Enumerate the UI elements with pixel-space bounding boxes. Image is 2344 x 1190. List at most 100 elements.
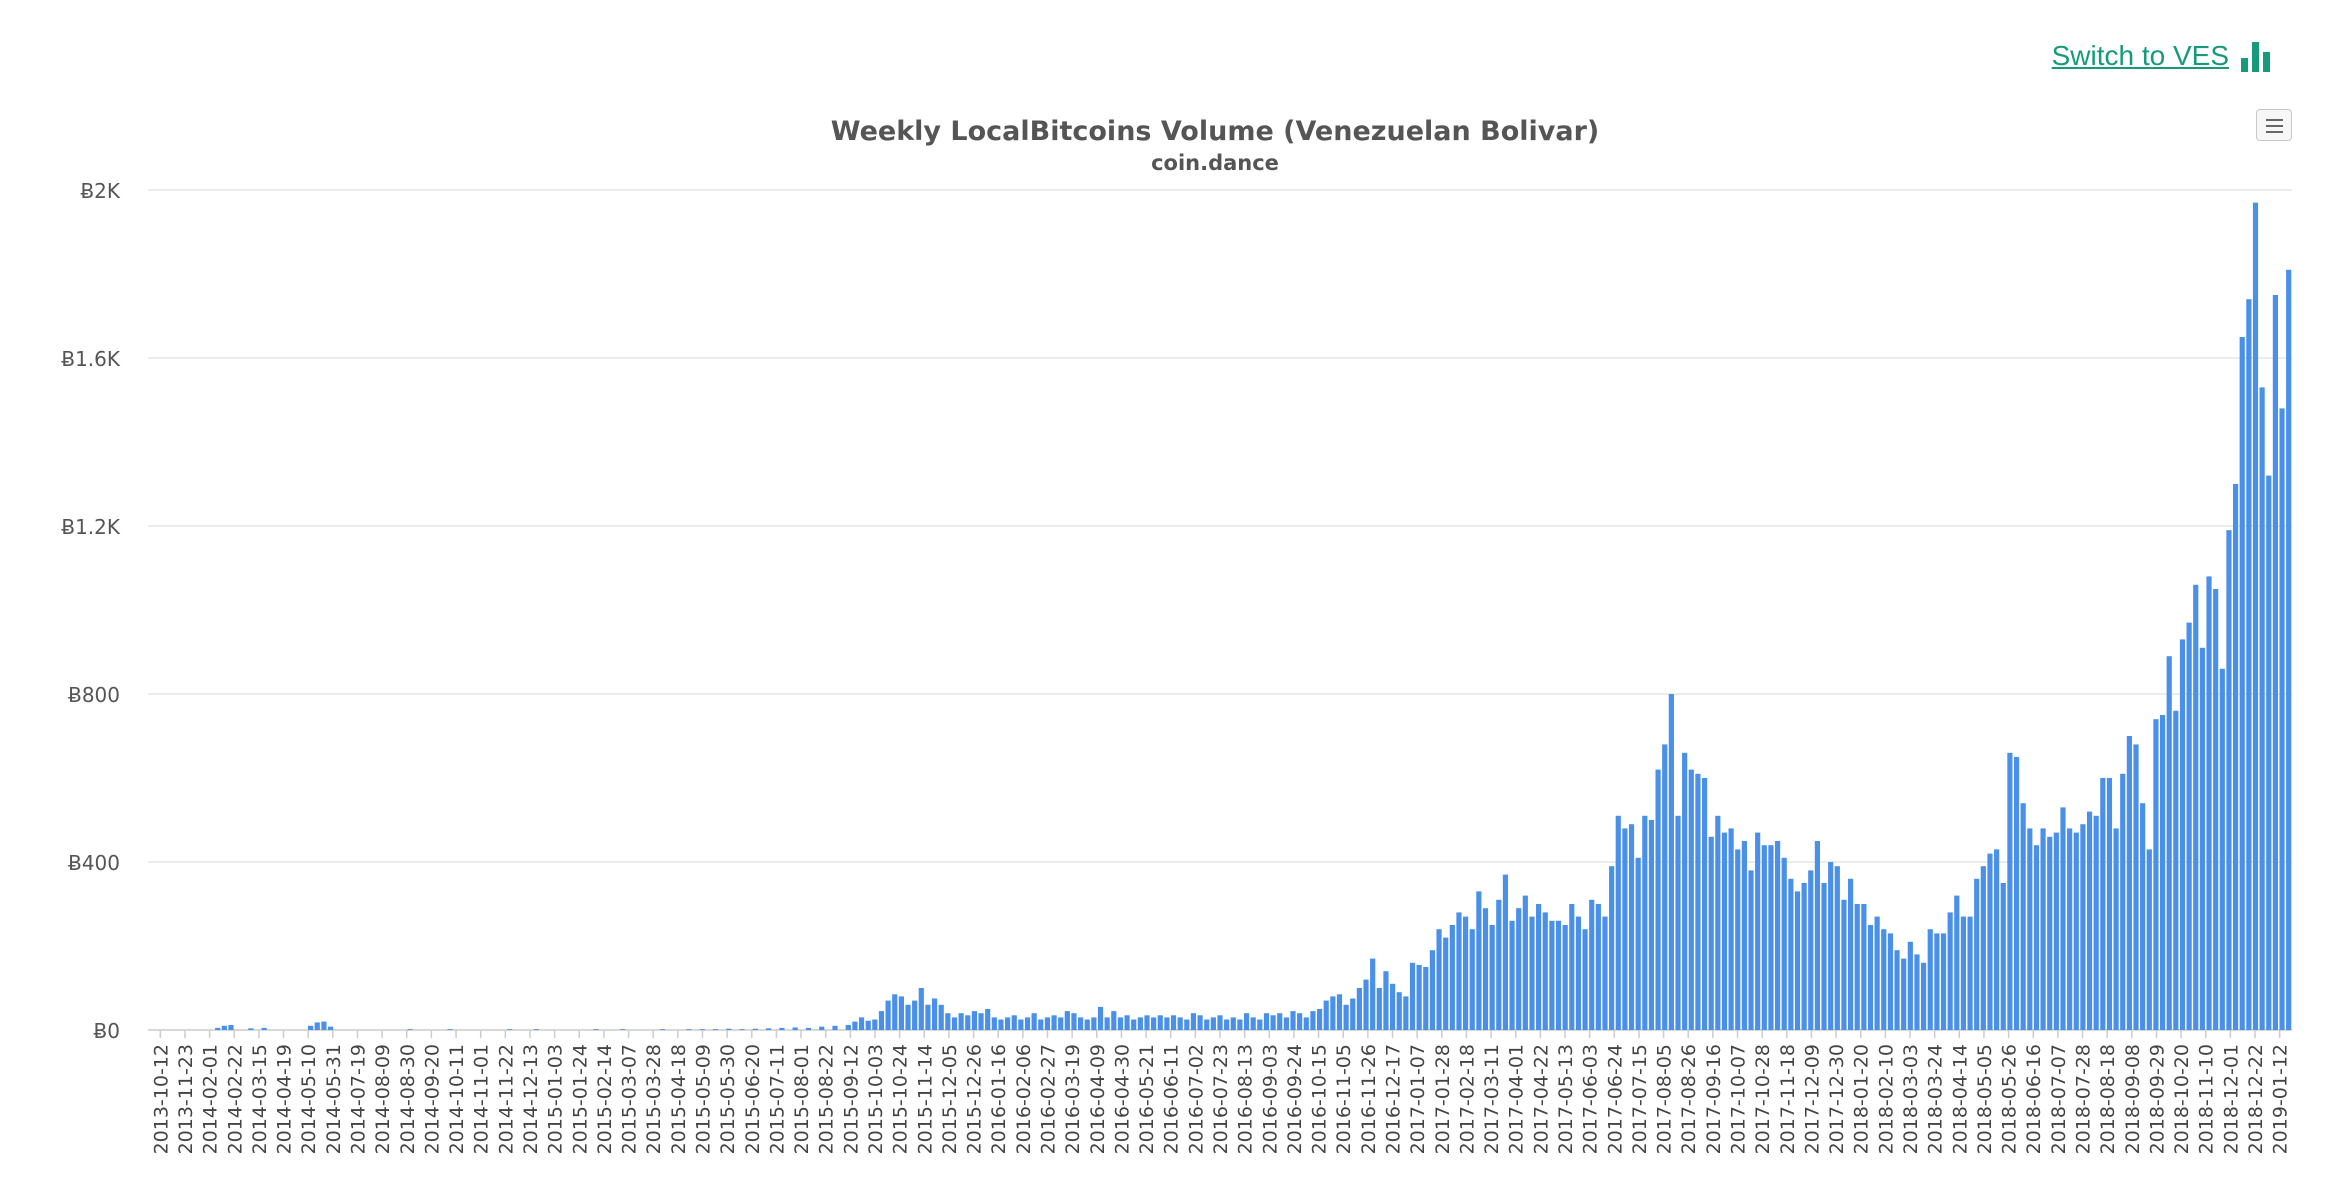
bar[interactable] (892, 994, 898, 1030)
bar[interactable] (2206, 576, 2212, 1030)
bar[interactable] (2252, 202, 2259, 1031)
bar[interactable] (1695, 773, 1701, 1030)
bar[interactable] (1841, 899, 1847, 1030)
bar[interactable] (314, 1022, 320, 1030)
bar[interactable] (2186, 622, 2192, 1030)
bar[interactable] (2286, 269, 2292, 1030)
bar[interactable] (1662, 744, 1668, 1030)
bar[interactable] (1781, 857, 1787, 1030)
bar[interactable] (1901, 958, 1907, 1030)
bar[interactable] (1814, 841, 1820, 1030)
bar[interactable] (1735, 849, 1741, 1030)
bar[interactable] (2040, 828, 2046, 1030)
switch-to-ves-link[interactable]: Switch to VES (2052, 40, 2270, 72)
bar[interactable] (872, 1019, 878, 1031)
bar[interactable] (1516, 908, 1522, 1030)
bar[interactable] (1635, 857, 1641, 1030)
bar[interactable] (1682, 752, 1688, 1030)
bar[interactable] (1197, 1015, 1203, 1030)
bar[interactable] (2239, 337, 2245, 1030)
bar[interactable] (1960, 916, 1967, 1030)
chart-context-menu-button[interactable] (2256, 109, 2292, 141)
bar[interactable] (447, 1029, 453, 1030)
bar[interactable] (1064, 1011, 1070, 1030)
bar[interactable] (1595, 904, 1601, 1030)
bar[interactable] (925, 1004, 931, 1030)
bar[interactable] (1715, 815, 1721, 1030)
bar[interactable] (228, 1024, 234, 1030)
bar[interactable] (1164, 1017, 1170, 1030)
bar[interactable] (321, 1021, 327, 1030)
bar[interactable] (1210, 1017, 1216, 1030)
bar[interactable] (2219, 668, 2225, 1030)
bar[interactable] (1104, 1017, 1110, 1030)
bar[interactable] (2173, 710, 2179, 1030)
bar[interactable] (1894, 950, 1900, 1030)
bar[interactable] (2232, 484, 2239, 1030)
bar[interactable] (533, 1029, 539, 1030)
bar[interactable] (1091, 1017, 1097, 1030)
bar[interactable] (1124, 1015, 1130, 1030)
bar[interactable] (2146, 849, 2152, 1030)
bar[interactable] (620, 1029, 626, 1030)
bar[interactable] (1582, 929, 1588, 1030)
bar[interactable] (819, 1026, 825, 1030)
bar[interactable] (805, 1027, 812, 1030)
bar[interactable] (1907, 941, 1913, 1030)
bar[interactable] (1005, 1017, 1011, 1030)
bar[interactable] (1708, 836, 1714, 1030)
bar[interactable] (1854, 904, 1860, 1030)
bar[interactable] (1980, 866, 1986, 1030)
bar[interactable] (1237, 1019, 1243, 1031)
bar[interactable] (2193, 584, 2199, 1030)
bar[interactable] (1297, 1013, 1303, 1030)
bar[interactable] (1184, 1019, 1190, 1031)
bar[interactable] (845, 1024, 851, 1030)
bar[interactable] (2033, 845, 2040, 1030)
bar[interactable] (1721, 832, 1728, 1030)
bar[interactable] (1602, 916, 1608, 1030)
bar[interactable] (215, 1027, 221, 1030)
bar[interactable] (1562, 925, 1568, 1030)
bar[interactable] (1828, 862, 1834, 1030)
bar[interactable] (1243, 1013, 1250, 1030)
bar[interactable] (2106, 778, 2113, 1030)
bar[interactable] (1927, 929, 1933, 1030)
bar[interactable] (885, 1000, 891, 1030)
bar[interactable] (918, 988, 924, 1030)
bar[interactable] (2120, 773, 2126, 1030)
bar[interactable] (1954, 895, 1960, 1030)
bar[interactable] (2126, 736, 2132, 1030)
bar[interactable] (2159, 715, 2166, 1030)
bar[interactable] (1668, 694, 1674, 1030)
bar[interactable] (1396, 992, 1402, 1030)
bar[interactable] (1549, 920, 1555, 1030)
bar[interactable] (407, 1029, 413, 1030)
bar[interactable] (985, 1009, 991, 1030)
bar[interactable] (1031, 1013, 1037, 1030)
bar[interactable] (2266, 475, 2272, 1031)
bar[interactable] (1389, 983, 1396, 1030)
bar[interactable] (2140, 803, 2146, 1030)
bar[interactable] (1137, 1017, 1143, 1030)
bar[interactable] (2093, 815, 2099, 1030)
bar[interactable] (1848, 878, 1854, 1030)
bar[interactable] (1111, 1011, 1117, 1030)
bar[interactable] (1303, 1017, 1309, 1030)
bar[interactable] (991, 1017, 997, 1030)
bar[interactable] (1257, 1019, 1263, 1031)
bar[interactable] (1250, 1017, 1256, 1030)
bar[interactable] (2100, 778, 2106, 1030)
bar[interactable] (308, 1025, 314, 1030)
bar[interactable] (1748, 870, 1754, 1030)
bar[interactable] (2073, 832, 2079, 1030)
bar[interactable] (1529, 916, 1535, 1030)
bar[interactable] (1615, 815, 1621, 1030)
bar[interactable] (1436, 929, 1442, 1030)
bar[interactable] (971, 1011, 977, 1030)
bar[interactable] (1994, 849, 2000, 1030)
bar[interactable] (2166, 656, 2172, 1030)
bar[interactable] (1270, 1015, 1276, 1030)
bar[interactable] (2179, 639, 2186, 1030)
bar[interactable] (1974, 878, 1980, 1030)
